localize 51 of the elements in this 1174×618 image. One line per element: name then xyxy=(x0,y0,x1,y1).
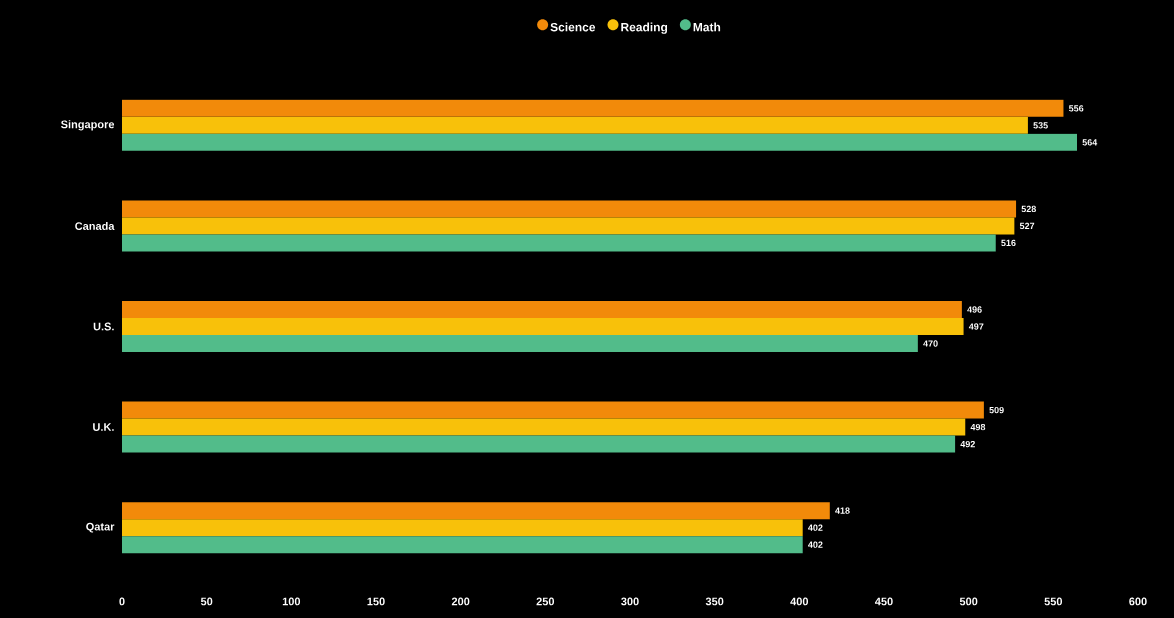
data-label: 498 xyxy=(970,423,986,431)
x-tick-label: 100 xyxy=(282,597,301,606)
y-tick-label: Qatar xyxy=(86,522,115,533)
data-label: 516 xyxy=(1001,239,1016,247)
data-label: 402 xyxy=(808,541,823,548)
bar xyxy=(122,519,803,537)
x-tick-label: 550 xyxy=(1044,597,1063,606)
x-tick-label: 450 xyxy=(874,597,893,606)
x-tick-label: 350 xyxy=(705,597,724,606)
x-tick-label: 500 xyxy=(959,597,978,606)
bar xyxy=(122,99,1064,117)
bar xyxy=(122,217,1015,235)
x-tick-label: 50 xyxy=(200,597,213,606)
x-tick-label: 300 xyxy=(621,597,639,606)
bar xyxy=(122,536,803,554)
bar xyxy=(122,418,966,436)
legend-label: Math xyxy=(693,22,721,32)
x-tick-label: 250 xyxy=(536,597,555,606)
bar xyxy=(122,435,956,453)
legend-label: Science xyxy=(550,22,596,32)
x-tick-label: 400 xyxy=(790,597,809,606)
x-tick-label: 600 xyxy=(1129,597,1147,606)
y-tick-label: Singapore xyxy=(60,120,115,131)
x-tick-label: 200 xyxy=(451,597,470,606)
data-label: 497 xyxy=(968,323,984,330)
data-label: 509 xyxy=(989,406,1004,414)
data-label: 535 xyxy=(1033,122,1048,129)
bar xyxy=(122,116,1028,134)
bar xyxy=(122,234,996,252)
legend-label: Reading xyxy=(621,22,668,34)
data-label: 528 xyxy=(1021,205,1036,213)
data-label: 496 xyxy=(967,306,982,313)
y-tick-label: U.K. xyxy=(93,423,114,431)
y-tick-label: Canada xyxy=(75,221,115,230)
x-tick-label: 150 xyxy=(367,597,385,606)
y-tick-label: U.S. xyxy=(93,322,114,331)
bar xyxy=(122,318,964,335)
data-label: 564 xyxy=(1082,139,1098,146)
bar xyxy=(122,401,984,419)
data-label: 527 xyxy=(1019,222,1035,230)
bar xyxy=(122,502,830,520)
data-label: 402 xyxy=(808,524,823,531)
bar xyxy=(122,301,962,319)
bar xyxy=(122,133,1078,151)
bar xyxy=(122,200,1017,218)
data-label: 492 xyxy=(960,440,975,448)
data-label: 470 xyxy=(923,340,938,347)
bar xyxy=(122,335,918,352)
data-label: 556 xyxy=(1068,105,1084,112)
data-label: 418 xyxy=(835,507,850,514)
x-tick-label: 0 xyxy=(119,597,125,606)
